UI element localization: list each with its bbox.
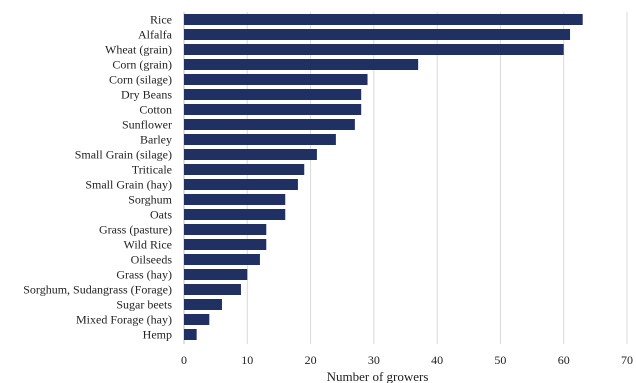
bar — [184, 329, 197, 340]
x-tick-labels: 0 10 20 30 40 50 60 70 — [181, 353, 633, 367]
category-label: Dry Beans — [121, 88, 172, 102]
category-label: Rice — [150, 13, 172, 27]
category-label: Grass (hay) — [116, 268, 172, 282]
category-label: Wild Rice — [123, 238, 172, 252]
category-label: Sugar beets — [116, 298, 172, 312]
bar — [184, 269, 248, 280]
category-label: Corn (grain) — [112, 58, 172, 72]
x-tick-label: 40 — [431, 353, 443, 367]
bar — [184, 89, 362, 100]
bar — [184, 314, 210, 325]
x-tick-label: 60 — [558, 353, 570, 367]
category-label: Grass (pasture) — [99, 223, 172, 237]
bars — [184, 14, 583, 340]
category-label: Small Grain (silage) — [75, 148, 172, 162]
bar — [184, 164, 305, 175]
category-label: Sorghum, Sudangrass (Forage) — [23, 283, 172, 297]
bar — [184, 14, 583, 25]
category-label: Mixed Forage (hay) — [76, 313, 172, 327]
category-label: Hemp — [143, 328, 172, 342]
bar — [184, 44, 564, 55]
bar — [184, 239, 267, 250]
x-tick-label: 20 — [305, 353, 317, 367]
bar — [184, 149, 317, 160]
x-tick-label: 70 — [621, 353, 633, 367]
x-tick-label: 10 — [241, 353, 253, 367]
category-label: Sorghum — [128, 193, 172, 207]
category-label: Barley — [140, 133, 172, 147]
bar — [184, 74, 368, 85]
bar — [184, 299, 222, 310]
category-label: Sunflower — [122, 118, 172, 132]
x-tick-label: 0 — [181, 353, 187, 367]
category-label: Triticale — [132, 163, 172, 177]
x-tick-label: 50 — [494, 353, 506, 367]
bar — [184, 284, 241, 295]
bar — [184, 104, 362, 115]
bar — [184, 194, 286, 205]
bar — [184, 29, 571, 40]
x-axis-title: Number of growers — [327, 369, 429, 383]
category-label: Oats — [150, 208, 172, 222]
bar — [184, 59, 419, 70]
category-label: Corn (silage) — [109, 73, 172, 87]
category-label: Oilseeds — [131, 253, 173, 267]
bar — [184, 254, 260, 265]
category-label: Small Grain (hay) — [85, 178, 172, 192]
bar — [184, 179, 298, 190]
x-tick-label: 30 — [368, 353, 380, 367]
bar — [184, 224, 267, 235]
category-label: Cotton — [139, 103, 172, 117]
bar — [184, 134, 336, 145]
bar — [184, 119, 355, 130]
category-label: Wheat (grain) — [105, 43, 172, 57]
category-label: Alfalfa — [138, 28, 173, 42]
bar — [184, 209, 286, 220]
